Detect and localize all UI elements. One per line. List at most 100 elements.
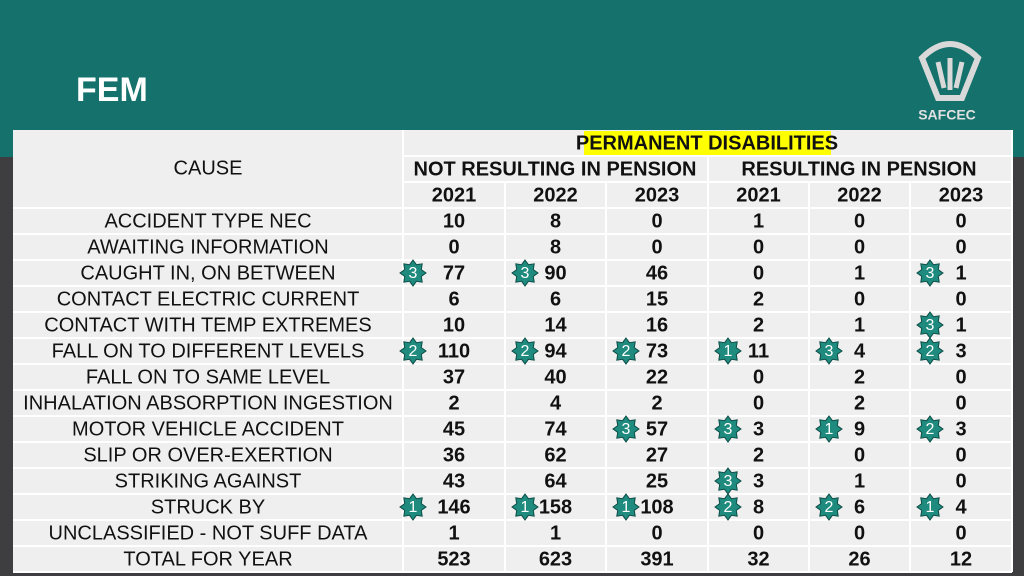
cell-value: 0 bbox=[955, 522, 966, 544]
cause: STRUCK BY bbox=[151, 496, 265, 518]
rank-badge-label: 1 bbox=[409, 499, 418, 516]
cause: MOTOR VEHICLE ACCIDENT bbox=[72, 418, 344, 440]
cell-value: 8 bbox=[753, 496, 764, 518]
highlight bbox=[584, 131, 831, 155]
cell-value: 73 bbox=[646, 340, 668, 362]
cell-value: 46 bbox=[646, 262, 668, 284]
cell-value: 8 bbox=[550, 210, 561, 232]
cell-value: 6 bbox=[550, 288, 561, 310]
cell-value: 90 bbox=[544, 262, 566, 284]
cell-value: 0 bbox=[753, 262, 764, 284]
rank-badge-label: 1 bbox=[521, 499, 530, 516]
rank-badge bbox=[714, 415, 742, 443]
cell-value: 3 bbox=[753, 418, 764, 440]
year-header: 2021 bbox=[736, 184, 781, 206]
cell-value: 10 bbox=[443, 210, 465, 232]
cell-value: 3 bbox=[955, 418, 966, 440]
rank-badge bbox=[916, 493, 944, 521]
rank-badge-label: 3 bbox=[724, 473, 733, 490]
rank-badge bbox=[916, 259, 944, 287]
cause: CONTACT WITH TEMP EXTREMES bbox=[44, 314, 371, 336]
cell-value: 27 bbox=[646, 444, 668, 466]
cell-value: 74 bbox=[544, 418, 567, 440]
cell-value: 0 bbox=[651, 210, 662, 232]
rank-badge-label: 3 bbox=[926, 317, 935, 334]
cell-value: 3 bbox=[955, 340, 966, 362]
cell-value: 15 bbox=[646, 288, 668, 310]
cell-value: 391 bbox=[640, 548, 673, 570]
cell-value: 8 bbox=[550, 236, 561, 258]
rank-badge bbox=[612, 415, 640, 443]
rank-badge bbox=[399, 259, 427, 287]
year-header: 2023 bbox=[939, 184, 984, 206]
rank-badge bbox=[916, 337, 944, 365]
cause: SLIP OR OVER-EXERTION bbox=[83, 444, 332, 466]
cell-value: 2 bbox=[753, 444, 764, 466]
rank-badge-label: 3 bbox=[724, 421, 733, 438]
cell-value: 40 bbox=[544, 366, 566, 388]
cell-value: 64 bbox=[544, 470, 567, 492]
cell-value: 0 bbox=[955, 288, 966, 310]
rank-badge-label: 1 bbox=[825, 421, 834, 438]
cell-value: 1 bbox=[854, 262, 865, 284]
cell-value: 0 bbox=[854, 210, 865, 232]
year-header: 2021 bbox=[432, 184, 477, 206]
rank-badge-label: 3 bbox=[926, 265, 935, 282]
cell-value: 16 bbox=[646, 314, 668, 336]
cell-value: 2 bbox=[854, 392, 865, 414]
cell-value: 146 bbox=[437, 496, 470, 518]
cell-value: 623 bbox=[539, 548, 572, 570]
rank-badge bbox=[511, 259, 539, 287]
cell-value: 45 bbox=[443, 418, 465, 440]
rank-badge-label: 3 bbox=[409, 265, 418, 282]
cell-value: 4 bbox=[955, 496, 967, 518]
cell-value: 3 bbox=[753, 470, 764, 492]
cell-value: 0 bbox=[753, 522, 764, 544]
rank-badge-label: 2 bbox=[926, 343, 935, 360]
cell-value: 6 bbox=[448, 288, 459, 310]
cell-value: 0 bbox=[955, 444, 966, 466]
rank-badge-label: 1 bbox=[622, 499, 631, 516]
cell-value: 14 bbox=[544, 314, 567, 336]
cell-value: 2 bbox=[854, 366, 865, 388]
cell-value: 43 bbox=[443, 470, 465, 492]
cell-value: 0 bbox=[955, 236, 966, 258]
rank-badge-label: 2 bbox=[825, 499, 834, 516]
rank-badge bbox=[399, 493, 427, 521]
cell-value: 0 bbox=[854, 288, 865, 310]
cell-value: 0 bbox=[955, 470, 966, 492]
rank-badge-label: 3 bbox=[825, 343, 834, 360]
rank-badge bbox=[815, 415, 843, 443]
rank-badge-label: 2 bbox=[521, 343, 530, 360]
cell-value: 2 bbox=[651, 392, 662, 414]
cell-value: 37 bbox=[443, 366, 465, 388]
rank-badge bbox=[612, 493, 640, 521]
cell-value: 1 bbox=[753, 210, 764, 232]
cell-value: 2 bbox=[753, 288, 764, 310]
cause: UNCLASSIFIED - NOT SUFF DATA bbox=[49, 522, 369, 544]
rank-badge bbox=[511, 493, 539, 521]
cell-value: 0 bbox=[955, 366, 966, 388]
cell-value: 1 bbox=[550, 522, 561, 544]
rank-badge bbox=[815, 337, 843, 365]
rank-badge-label: 2 bbox=[724, 499, 733, 516]
cell-value: 523 bbox=[437, 548, 470, 570]
cell-value: 0 bbox=[753, 366, 764, 388]
rank-badge-label: 3 bbox=[521, 265, 530, 282]
cell-value: 26 bbox=[848, 548, 870, 570]
cell-value: 22 bbox=[646, 366, 668, 388]
cell-value: 1 bbox=[854, 470, 865, 492]
cell-value: 10 bbox=[443, 314, 465, 336]
cause: AWAITING INFORMATION bbox=[87, 236, 328, 258]
subgroup-header: NOT RESULTING IN PENSION bbox=[414, 158, 697, 180]
cell-value: 0 bbox=[854, 444, 865, 466]
rank-badge bbox=[916, 415, 944, 443]
cause: FALL ON TO DIFFERENT LEVELS bbox=[52, 340, 365, 362]
group-title: PERMANENT DISABILITIES bbox=[576, 132, 838, 154]
cell-value: 11 bbox=[748, 340, 769, 362]
rank-badge bbox=[714, 337, 742, 365]
cell-value: 4 bbox=[550, 392, 562, 414]
year-header: 2023 bbox=[635, 184, 680, 206]
cause-header: CAUSE bbox=[174, 157, 243, 179]
